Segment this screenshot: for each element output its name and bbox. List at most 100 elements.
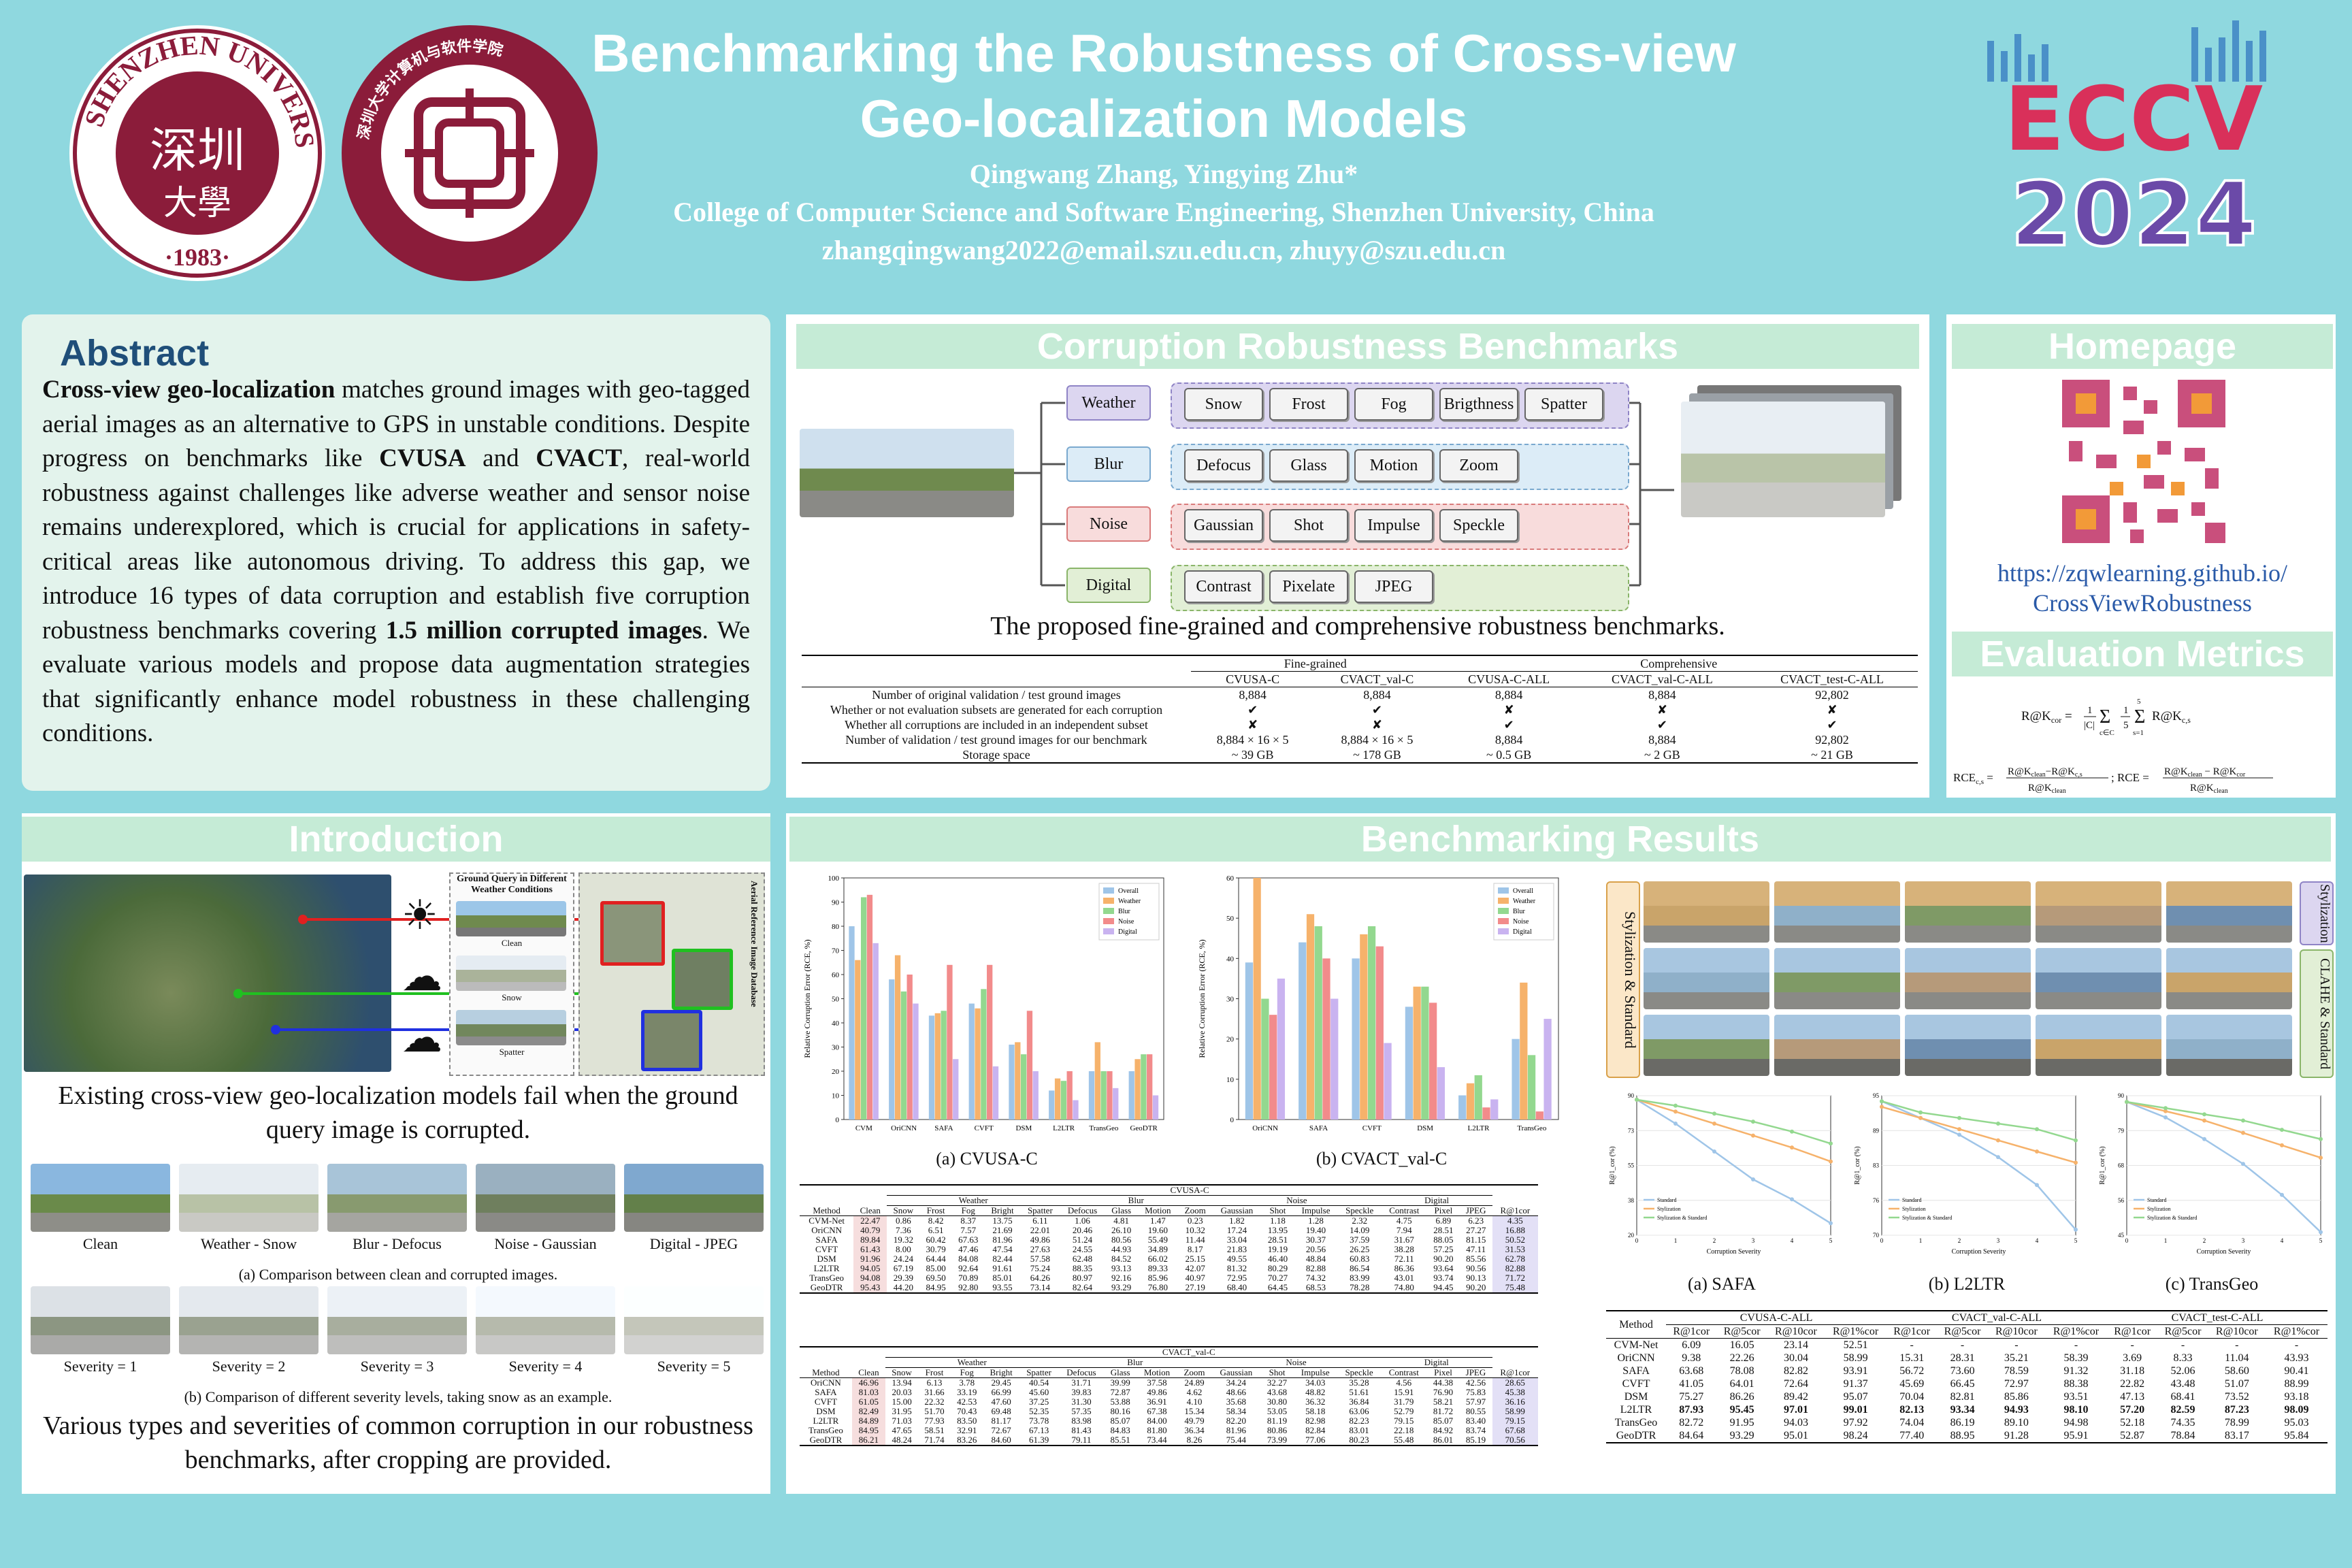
table-col-header: R@10cor xyxy=(1995,1326,2038,1337)
x-tick-label: L2LTR xyxy=(1468,1124,1490,1132)
table-col-header: Speckle xyxy=(1345,1205,1374,1215)
x-tick-label: GeoDTR xyxy=(1130,1124,1158,1132)
y-tick-label: 70 xyxy=(832,947,840,956)
table-cell: 11.44 xyxy=(1185,1235,1205,1245)
table-cell: 81.43 xyxy=(1071,1425,1092,1435)
y-axis-label: R@1_cor (%) xyxy=(1854,1146,1861,1184)
table-cell: 87.93 xyxy=(1679,1404,1704,1416)
homepage-url-line-1[interactable]: https://zqwlearning.github.io/ xyxy=(1997,559,2287,587)
table-row: SAFA 81.03 20.03 31.66 33.19 66.99 45.60 39.83 7… xyxy=(800,1388,1538,1397)
table-cell: 82.88 xyxy=(1492,1264,1538,1273)
homepage-link[interactable]: https://zqwlearning.github.io/ CrossView… xyxy=(1952,558,2333,618)
bar-overall xyxy=(1245,962,1254,1120)
table-cell: 80.97 xyxy=(1072,1273,1093,1283)
table-cell: CVFT xyxy=(814,1396,838,1407)
bar-overall xyxy=(849,926,855,1120)
eccv-2024-logo: ECCV 2024 xyxy=(1987,20,2266,267)
query-label-clean: Clean xyxy=(501,938,523,948)
table-group-header: Blur xyxy=(1060,1195,1213,1206)
table-cell: 94.45 xyxy=(1433,1282,1454,1292)
legend-swatch xyxy=(1498,908,1509,914)
table-cell: 72.64 xyxy=(1783,1378,1808,1390)
y-tick-label: 73 xyxy=(1628,1127,1635,1134)
table-cell: 36.32 xyxy=(1305,1396,1326,1407)
y-tick-label: 0 xyxy=(1230,1116,1235,1124)
table-cell: 39.83 xyxy=(1071,1387,1092,1397)
data-point xyxy=(2035,1127,2039,1132)
table-cell: 71.74 xyxy=(924,1435,945,1445)
sun-icon: ☀ xyxy=(402,893,438,938)
table-cell: 83.74 xyxy=(1465,1425,1486,1435)
svg-text:R@Kclean: R@Kclean xyxy=(2028,783,2066,795)
bar-digital xyxy=(953,1059,959,1120)
table-cell: 8.37 xyxy=(960,1215,977,1226)
data-point xyxy=(1751,1120,1755,1124)
data-point xyxy=(1673,1103,1678,1108)
table-col-header: R@1cor xyxy=(1893,1326,1931,1337)
table-cell: OriCNN xyxy=(811,1225,843,1235)
table-cell: 86.36 xyxy=(1394,1263,1414,1273)
data-point xyxy=(1918,1110,1923,1115)
bar-blur xyxy=(1314,926,1322,1120)
table-title-spacer xyxy=(1492,1348,1538,1358)
table-cell: 82.98 xyxy=(1305,1416,1326,1426)
spec-head-empty xyxy=(802,672,1191,687)
table-cell: 90.20 xyxy=(1466,1282,1486,1292)
corruption-example-image xyxy=(179,1164,318,1232)
table-cell: 84.89 xyxy=(851,1416,885,1426)
panorama-clean-image xyxy=(800,429,1014,517)
table-cell: 93.74 xyxy=(1433,1273,1454,1283)
homepage-url-line-2[interactable]: CrossViewRobustness xyxy=(2033,589,2252,617)
data-point xyxy=(2163,1115,2168,1120)
panorama-corrupted-stack xyxy=(1681,402,1885,517)
table-cell: 67.63 xyxy=(958,1235,979,1245)
spec-cell: 92,802 xyxy=(1815,688,1849,702)
augmentation-thumbnail xyxy=(1774,1015,1900,1076)
table-cell: 90.41 xyxy=(2284,1365,2309,1377)
x-tick-label: 0 xyxy=(1880,1237,1884,1244)
table-col-header: Glass xyxy=(1111,1205,1132,1215)
table-cell: 77.06 xyxy=(1305,1435,1326,1445)
data-point xyxy=(2163,1106,2168,1111)
table-cell: 98.10 xyxy=(2063,1404,2089,1416)
table-col-header: R@1cor xyxy=(1673,1326,1710,1337)
table-title: CVACT_val-C xyxy=(885,1348,1492,1358)
table-cell: 91.32 xyxy=(2063,1365,2089,1377)
aerial-database-box: Aerial Reference Image Database xyxy=(578,872,765,1076)
results-heading: Benchmarking Results xyxy=(789,817,2331,862)
data-point xyxy=(2074,1138,2078,1143)
y-tick-label: 40 xyxy=(832,1019,840,1028)
table-cell: 95.03 xyxy=(2284,1417,2309,1428)
qr-code-icon[interactable] xyxy=(2055,373,2232,550)
table-col-header: Method xyxy=(813,1205,840,1215)
data-point xyxy=(2280,1143,2284,1147)
table-col-header: Frost xyxy=(925,1367,944,1377)
intro-caption-1: Existing cross-view geo-localization mod… xyxy=(58,1081,738,1144)
augmentation-thumbnail xyxy=(2036,881,2161,943)
table-cell: 86.54 xyxy=(1350,1263,1370,1273)
abstract-bold-4: 1.5 million corrupted images xyxy=(385,616,702,644)
benchmarks-heading: Corruption Robustness Benchmarks xyxy=(796,324,1919,369)
svg-text:R@Kcor =: R@Kcor = xyxy=(2021,709,2072,725)
bar-noise xyxy=(1107,1071,1113,1120)
bar-blur xyxy=(941,1011,947,1120)
table-cell: 52.18 xyxy=(2120,1417,2145,1428)
table-cell: SAFA xyxy=(815,1235,838,1245)
svg-text:深圳: 深圳 xyxy=(150,122,245,178)
line-caption-transgeo: (c) TransGeo xyxy=(2165,1274,2259,1294)
x-tick-label: L2LTR xyxy=(1053,1124,1075,1132)
table-col-header: R@5cor xyxy=(1944,1326,1981,1337)
bar-digital xyxy=(872,943,879,1120)
table-row: CVFT 41.05 64.01 72.64 91.37 45.69 66.45 72.97 8… xyxy=(1606,1377,2328,1390)
bar-overall xyxy=(1009,1044,1015,1120)
table-cell: 7.57 xyxy=(960,1225,977,1235)
spec-row: Whether all corruptions are included in … xyxy=(802,717,1918,732)
table-col-header: Bright xyxy=(990,1367,1013,1377)
spec-cell: ✔ xyxy=(1247,703,1258,717)
table-col-header: Impulse xyxy=(1301,1367,1330,1377)
bar-overall xyxy=(968,1003,975,1120)
abstract-panel xyxy=(22,314,770,791)
x-axis-label: Corruption Severity xyxy=(1707,1248,1761,1256)
svg-text:R@Kclean: R@Kclean xyxy=(2190,783,2228,795)
category-label-blur: Blur xyxy=(1066,446,1151,482)
